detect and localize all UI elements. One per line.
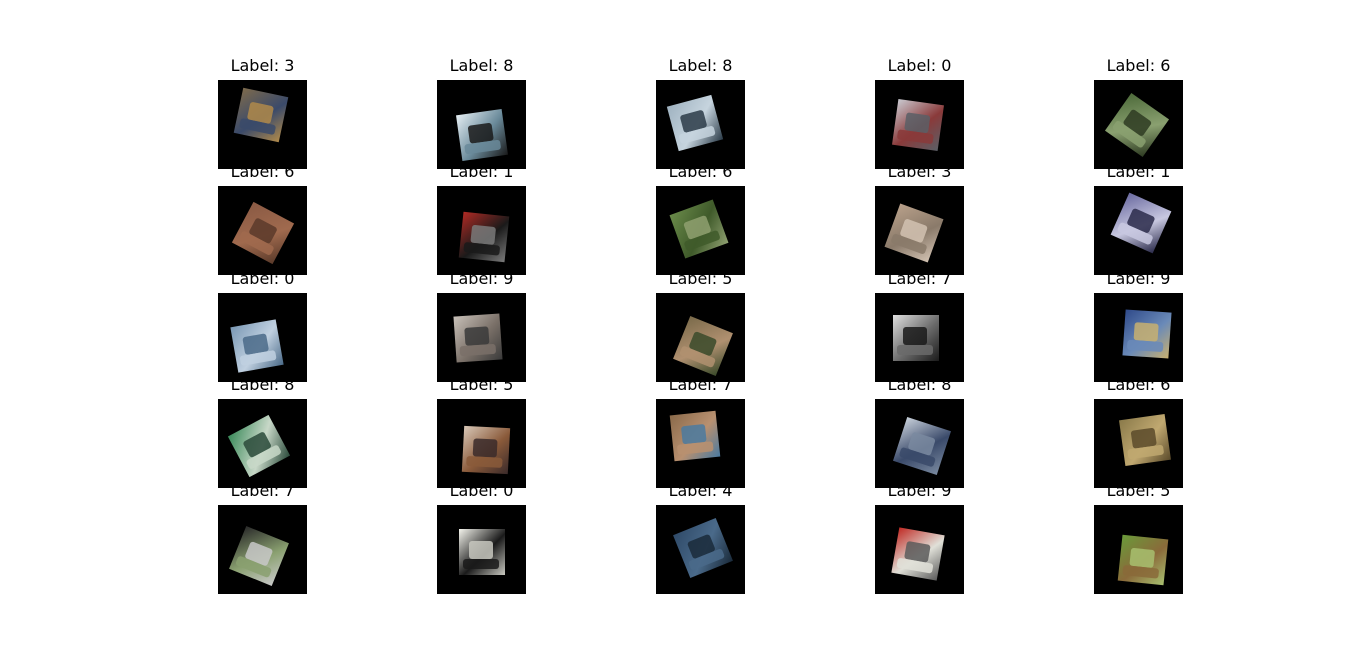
image-label: Label: 7 — [193, 482, 333, 500]
rotated-image — [1122, 309, 1171, 358]
rotated-image — [229, 526, 289, 586]
image-thumbnail — [656, 186, 745, 275]
rotated-image — [1110, 192, 1171, 253]
image-label: Label: 8 — [412, 57, 552, 75]
image-detail — [1129, 547, 1155, 567]
image-label: Label: 7 — [850, 270, 990, 288]
rotated-image — [669, 199, 728, 258]
image-detail — [470, 224, 496, 244]
rotated-image — [233, 87, 288, 142]
image-detail — [464, 326, 489, 346]
image-label: Label: 6 — [1069, 57, 1209, 75]
image-thumbnail — [875, 80, 964, 169]
image-label: Label: 1 — [1069, 163, 1209, 181]
image-label: Label: 9 — [412, 270, 552, 288]
image-label: Label: 6 — [1069, 376, 1209, 394]
rotated-image — [893, 417, 951, 475]
image-thumbnail — [1094, 186, 1183, 275]
rotated-image — [666, 94, 722, 150]
rotated-image — [893, 315, 939, 361]
image-label: Label: 0 — [850, 57, 990, 75]
rotated-image — [458, 211, 509, 262]
image-thumbnail — [1094, 399, 1183, 488]
rotated-image — [891, 527, 944, 580]
image-label: Label: 4 — [631, 482, 771, 500]
image-label: Label: 0 — [193, 270, 333, 288]
image-label: Label: 1 — [412, 163, 552, 181]
image-thumbnail — [875, 186, 964, 275]
image-detail — [676, 441, 713, 455]
image-detail — [472, 438, 497, 457]
image-label: Label: 8 — [850, 376, 990, 394]
rotated-image — [227, 414, 289, 476]
image-label: Label: 9 — [850, 482, 990, 500]
image-detail — [1126, 339, 1163, 351]
image-detail — [459, 343, 496, 355]
image-detail — [463, 241, 500, 255]
image-detail — [1133, 322, 1158, 342]
image-thumbnail — [875, 505, 964, 594]
image-thumbnail — [437, 80, 526, 169]
image-label: Label: 5 — [412, 376, 552, 394]
image-label: Label: 0 — [412, 482, 552, 500]
rotated-image — [673, 316, 733, 376]
image-label: Label: 9 — [1069, 270, 1209, 288]
rotated-image — [456, 109, 508, 161]
image-detail — [680, 423, 706, 443]
image-thumbnail — [218, 293, 307, 382]
image-label: Label: 6 — [631, 163, 771, 181]
rotated-image — [453, 313, 502, 362]
image-thumbnail — [1094, 293, 1183, 382]
image-thumbnail — [875, 293, 964, 382]
rotated-image — [461, 425, 509, 473]
image-thumbnail — [218, 186, 307, 275]
image-detail — [1122, 564, 1159, 578]
rotated-image — [230, 319, 283, 372]
image-thumbnail — [218, 399, 307, 488]
rotated-image — [1104, 92, 1168, 156]
rotated-image — [231, 201, 293, 263]
image-label: Label: 6 — [193, 163, 333, 181]
rotated-image — [673, 518, 733, 578]
image-label: Label: 8 — [631, 57, 771, 75]
image-thumbnail — [218, 505, 307, 594]
image-thumbnail — [656, 505, 745, 594]
rotated-image — [1119, 414, 1171, 466]
rotated-image — [459, 529, 505, 575]
image-label: Label: 8 — [193, 376, 333, 394]
image-thumbnail — [437, 186, 526, 275]
image-thumbnail — [437, 505, 526, 594]
image-thumbnail — [218, 80, 307, 169]
image-detail — [463, 559, 499, 569]
image-label: Label: 5 — [631, 270, 771, 288]
image-thumbnail — [437, 399, 526, 488]
rotated-image — [892, 99, 944, 151]
rotated-image — [669, 410, 720, 461]
image-thumbnail — [875, 399, 964, 488]
image-label: Label: 3 — [193, 57, 333, 75]
image-thumbnail — [656, 399, 745, 488]
image-detail — [466, 455, 502, 467]
image-detail — [903, 327, 927, 345]
rotated-image — [884, 203, 943, 262]
image-thumbnail — [1094, 505, 1183, 594]
image-thumbnail — [656, 293, 745, 382]
image-label: Label: 7 — [631, 376, 771, 394]
image-detail — [897, 345, 933, 355]
image-label: Label: 3 — [850, 163, 990, 181]
image-detail — [469, 541, 493, 559]
image-thumbnail — [437, 293, 526, 382]
rotated-image — [1117, 534, 1168, 585]
image-label: Label: 5 — [1069, 482, 1209, 500]
image-thumbnail — [1094, 80, 1183, 169]
image-thumbnail — [656, 80, 745, 169]
